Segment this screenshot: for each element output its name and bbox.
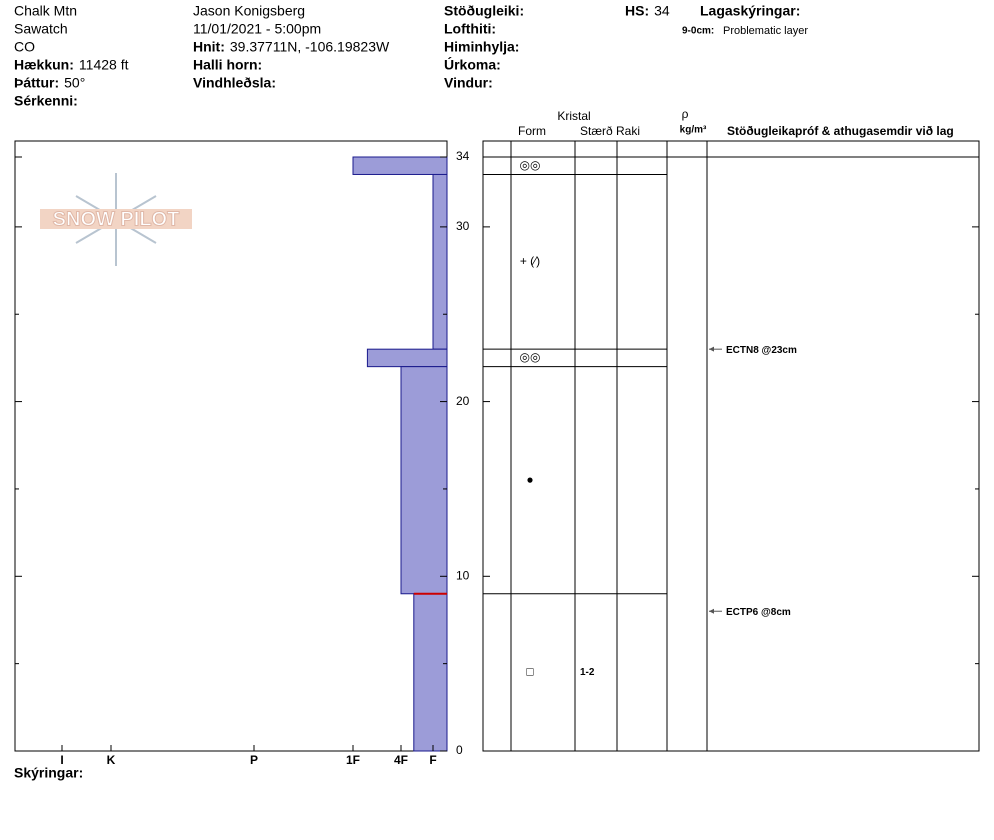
header-value: 50° <box>64 75 85 91</box>
x-tick-label: 4F <box>394 753 408 767</box>
test-label: ECTP6 @8cm <box>726 607 791 618</box>
location: Chalk Mtn <box>14 3 77 19</box>
hardness-bar <box>413 593 448 752</box>
coords-label: Hnit: <box>193 39 225 55</box>
stability-label: Stöðugleiki: <box>444 3 524 19</box>
legend-label: Lagaskýringar: <box>700 3 800 19</box>
remarks-label: Skýringar: <box>14 765 83 781</box>
state: CO <box>14 39 35 55</box>
test-label: ECTN8 @23cm <box>726 345 797 356</box>
hardness-frame <box>14 140 448 752</box>
col-tests: Stöðugleikapróf & athugasemdir við lag <box>727 124 954 138</box>
y-tick-label: 20 <box>456 394 470 408</box>
col-moisture: Raki <box>616 124 640 138</box>
grain-size: 1-2 <box>580 667 595 678</box>
features-label: Sérkenni: <box>14 93 78 109</box>
x-tick-label: 1F <box>346 753 360 767</box>
col-density-symbol: ρ <box>682 107 689 121</box>
wind-label: Vindur: <box>444 75 493 91</box>
test-arrowhead <box>709 346 714 352</box>
grain-form: ● <box>526 472 533 486</box>
air-temp-label: Lofthiti: <box>444 21 496 37</box>
grain-form: + (⁄) <box>520 254 540 268</box>
header-value: 11428 ft <box>79 57 129 73</box>
col-crystal: Kristal <box>557 109 590 123</box>
x-tick-label: K <box>107 753 116 767</box>
legend-range: 9-0cm: <box>682 26 714 37</box>
grain-form: □ <box>526 665 533 679</box>
y-tick-label: 34 <box>456 149 470 163</box>
col-size: Stærð <box>580 124 613 138</box>
x-tick-label: F <box>429 753 436 767</box>
x-tick-label: I <box>60 753 63 767</box>
datetime: 11/01/2021 - 5:00pm <box>193 21 321 37</box>
hs-label: HS: <box>625 3 649 19</box>
aspect-label: Þáttur: <box>14 75 59 91</box>
observer: Jason Konigsberg <box>193 3 305 19</box>
test-arrowhead <box>709 608 714 614</box>
header-value: 34 <box>654 3 670 19</box>
sky-label: Himinhylja: <box>444 39 519 55</box>
hardness-bar <box>432 173 448 350</box>
hardness-bar <box>400 366 448 595</box>
slope-label: Halli horn: <box>193 57 262 73</box>
wind-loading-label: Vindhleðsla: <box>193 75 276 91</box>
y-tick-label: 30 <box>456 219 470 233</box>
col-density-unit: kg/m³ <box>680 125 707 136</box>
y-tick-label: 10 <box>456 568 470 582</box>
precip-label: Úrkoma: <box>444 56 501 73</box>
grain-form: ◎◎ <box>520 158 541 172</box>
logo <box>40 173 192 266</box>
x-tick-label: P <box>250 753 258 767</box>
range: Sawatch <box>14 21 68 37</box>
y-tick-label: 0 <box>456 743 463 757</box>
hardness-bar <box>352 156 448 175</box>
grain-form: ◎◎ <box>520 350 541 364</box>
logo-text: SNOW PILOT <box>53 208 180 230</box>
header-value: 39.37711N, -106.19823W <box>230 39 390 55</box>
hardness-bar <box>366 348 448 368</box>
col-form: Form <box>518 124 546 138</box>
legend-text: Problematic layer <box>723 25 808 37</box>
elevation-label: Hækkun: <box>14 57 74 73</box>
table-frame <box>482 140 980 752</box>
